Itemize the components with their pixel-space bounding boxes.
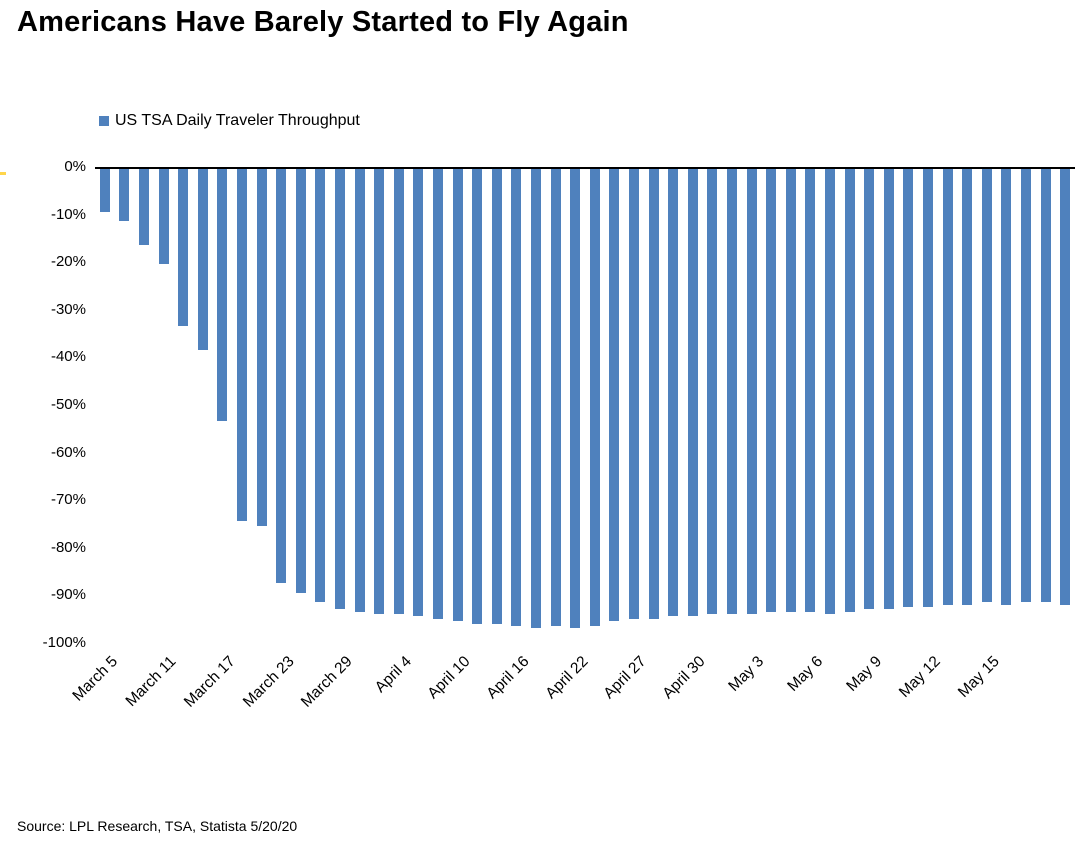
edge-artifact-mark <box>0 172 6 175</box>
bar <box>1001 169 1012 605</box>
x-axis-tick-label: April 27 <box>600 653 651 703</box>
bar <box>883 169 894 610</box>
legend-label: US TSA Daily Traveler Throughput <box>115 112 360 129</box>
bar <box>99 169 110 212</box>
bar <box>805 169 816 612</box>
y-axis-tick-label: -10% <box>50 205 86 223</box>
bar <box>609 169 620 622</box>
bar <box>413 169 424 617</box>
x-axis-tick-label: May 6 <box>784 653 827 695</box>
bar <box>785 169 796 612</box>
bar <box>276 169 287 584</box>
bar <box>335 169 345 610</box>
legend: US TSA Daily Traveler Throughput <box>99 112 360 130</box>
y-axis-tick-label: -40% <box>50 348 86 366</box>
x-axis-tick-label: May 15 <box>954 653 1003 701</box>
legend-swatch-icon <box>99 116 109 126</box>
x-axis-tick-label: April 4 <box>371 653 415 697</box>
bar <box>589 169 600 626</box>
bar <box>707 169 718 615</box>
x-axis-tick-label: May 3 <box>725 653 768 695</box>
bar <box>433 169 443 619</box>
y-axis-tick-label: -80% <box>50 538 86 556</box>
bar <box>315 169 326 603</box>
x-axis-labels: March 5 March 11 March 17 March 23 March 29 A… <box>69 653 1075 773</box>
bar <box>472 169 483 624</box>
bar <box>570 169 581 629</box>
bar <box>217 169 228 422</box>
bar <box>452 169 463 622</box>
bar <box>197 169 208 350</box>
x-axis-tick-label: March 17 <box>180 653 239 711</box>
bar <box>903 169 914 607</box>
bar <box>766 169 777 612</box>
bar <box>158 169 169 265</box>
bar <box>139 169 149 246</box>
bar <box>648 169 659 619</box>
bar <box>687 169 698 617</box>
y-axis-tick-label: -90% <box>50 586 86 604</box>
bar <box>178 169 189 327</box>
x-axis-tick-label: April 22 <box>542 653 592 703</box>
y-axis-tick-label: 0% <box>64 158 86 175</box>
plot-area <box>95 167 1075 643</box>
bar <box>825 169 835 615</box>
bar <box>864 169 875 610</box>
y-axis-tick-label: -50% <box>50 396 86 413</box>
y-axis-tick-label: -100% <box>42 634 86 651</box>
source-note: Source: LPL Research, TSA, Statista 5/20… <box>17 818 298 834</box>
bar <box>237 169 247 522</box>
bar <box>393 169 404 615</box>
y-axis-tick-label: -70% <box>50 491 86 509</box>
x-axis-tick-label: March 29 <box>298 653 357 711</box>
bar <box>1060 169 1071 605</box>
x-axis-tick-label: May 9 <box>843 653 886 695</box>
bar <box>668 169 679 617</box>
bar <box>256 169 267 526</box>
bar <box>550 169 561 626</box>
x-axis-tick-label: April 30 <box>659 653 709 703</box>
bar <box>511 169 522 626</box>
bar <box>295 169 306 593</box>
x-axis-tick-label: April 16 <box>483 653 533 703</box>
bar <box>942 169 953 605</box>
bar <box>923 169 933 607</box>
y-axis-tick-label: -30% <box>50 300 86 318</box>
y-axis-tick-label: -60% <box>50 443 86 461</box>
x-axis-tick-label: May 12 <box>896 653 945 701</box>
x-axis-tick-label: March 11 <box>122 653 180 710</box>
bar <box>531 169 541 629</box>
bar <box>374 169 385 615</box>
bar <box>727 169 737 615</box>
y-axis-tick-label: -20% <box>50 253 86 271</box>
bar <box>119 169 130 222</box>
bar <box>629 169 639 619</box>
bar <box>981 169 992 603</box>
x-axis-tick-label: April 10 <box>424 653 474 703</box>
bar <box>1021 169 1031 603</box>
bar <box>746 169 757 615</box>
x-axis-tick-label: March 23 <box>239 653 298 711</box>
bar <box>844 169 855 612</box>
y-axis-labels: 0% -10% -20% -30% -40% -50% -60% -70% -80% -90% -1… <box>0 158 86 651</box>
bar <box>354 169 365 612</box>
bar <box>962 169 973 605</box>
bar <box>1040 169 1051 603</box>
bar <box>491 169 502 624</box>
x-axis-tick-label: March 5 <box>69 653 121 705</box>
chart-title: Americans Have Barely Started to Fly Aga… <box>17 6 629 38</box>
